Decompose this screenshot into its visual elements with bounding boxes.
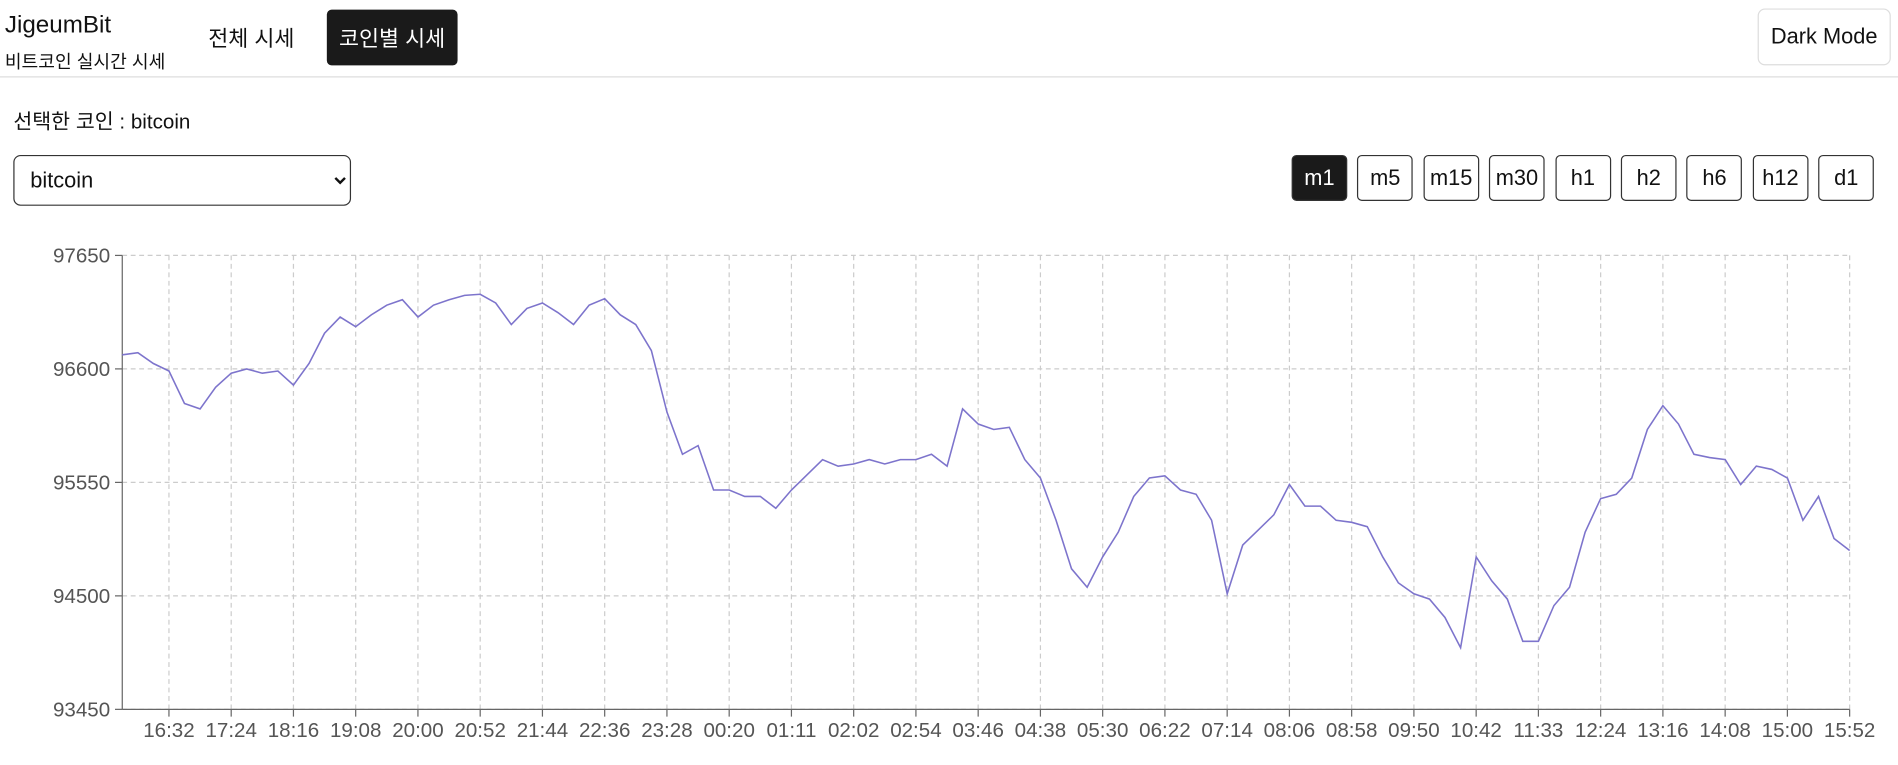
- dark-mode-button[interactable]: Dark Mode: [1757, 8, 1891, 66]
- x-tick-label: 20:00: [392, 719, 443, 742]
- y-tick-label: 97650: [53, 245, 110, 268]
- x-tick-label: 19:08: [330, 719, 381, 742]
- x-tick-label: 00:20: [703, 719, 754, 742]
- x-tick-label: 16:32: [143, 719, 194, 742]
- interval-button[interactable]: h6: [1686, 154, 1743, 201]
- x-tick-label: 13:16: [1637, 719, 1688, 742]
- x-tick-label: 01:11: [766, 719, 816, 742]
- x-tick-label: 21:44: [517, 719, 568, 742]
- x-tick-label: 11:33: [1513, 719, 1563, 742]
- interval-button[interactable]: m30: [1489, 154, 1545, 201]
- selected-coin-label: 선택한 코인 : bitcoin: [13, 110, 191, 134]
- x-tick-label: 09:50: [1388, 719, 1439, 742]
- x-tick-label: 15:52: [1824, 719, 1875, 742]
- chart: 93450 94500 95550 96600 97650 16:32 17:24 18:16…: [53, 245, 1875, 743]
- x-tick-label: 06:22: [1139, 719, 1190, 742]
- nav-link[interactable]: 전체 시세: [208, 26, 295, 51]
- interval-button[interactable]: m5: [1357, 154, 1414, 201]
- price-line: [122, 293, 1851, 651]
- x-tick-label: 14:08: [1699, 719, 1750, 742]
- interval-button[interactable]: h2: [1620, 154, 1677, 201]
- x-tick-label: 23:28: [641, 719, 692, 742]
- x-tick-label: 04:38: [1015, 719, 1066, 742]
- coin-select-wrap: bitcoin: [13, 154, 352, 206]
- y-tick-label: 93450: [53, 699, 110, 722]
- interval-button[interactable]: h12: [1752, 154, 1809, 201]
- interval-button[interactable]: m15: [1423, 154, 1479, 201]
- x-tick-label: 15:00: [1762, 719, 1813, 742]
- x-tick-label: 17:24: [205, 719, 256, 742]
- interval-button[interactable]: h1: [1555, 154, 1611, 201]
- x-tick-label: 03:46: [952, 719, 1003, 742]
- tagline: 비트코인 실시간 시세: [4, 52, 166, 73]
- x-tick-label: 22:36: [579, 719, 630, 742]
- x-tick-label: 08:58: [1326, 719, 1377, 742]
- y-tick-label: 96600: [53, 358, 110, 381]
- interval-button[interactable]: d1: [1818, 154, 1875, 201]
- x-tick-label: 12:24: [1575, 719, 1626, 742]
- y-tick-label: 95550: [53, 472, 110, 495]
- coin-select[interactable]: bitcoin: [13, 154, 352, 206]
- brand[interactable]: JigeumBit: [4, 12, 112, 39]
- x-tick-label: 02:54: [890, 719, 941, 742]
- x-tick-label: 05:30: [1077, 719, 1128, 742]
- interval-button[interactable]: m1: [1291, 154, 1348, 201]
- header: JigeumBit 비트코인 실시간 시세 전체 시세 코인별 시세 Dark M…: [0, 0, 1898, 78]
- x-tick-label: 20:52: [454, 719, 505, 742]
- y-tick-label: 94500: [53, 585, 110, 608]
- x-tick-label: 08:06: [1264, 719, 1315, 742]
- x-tick-label: 02:02: [828, 719, 879, 742]
- x-tick-label: 18:16: [268, 719, 319, 742]
- x-tick-label: 10:42: [1450, 719, 1501, 742]
- nav-link[interactable]: 코인별 시세: [326, 9, 458, 66]
- x-tick-label: 07:14: [1201, 719, 1252, 742]
